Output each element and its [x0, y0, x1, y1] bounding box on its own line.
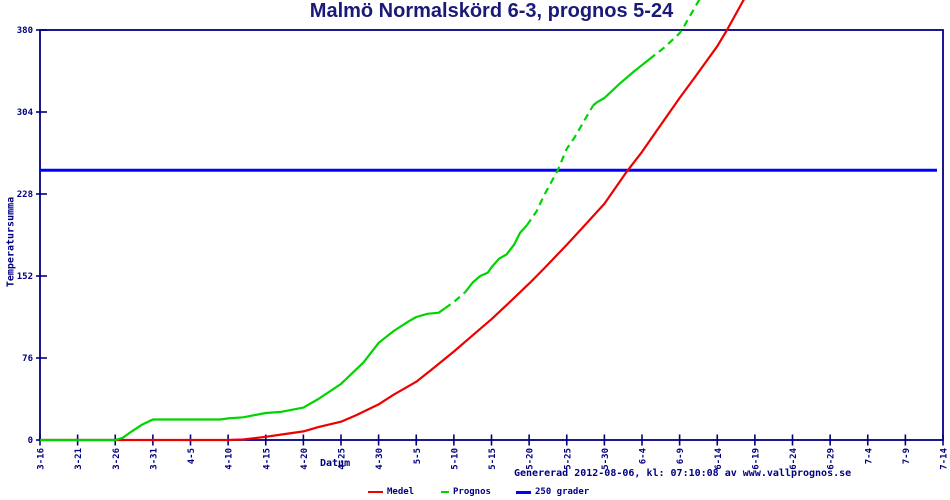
x-tick-label: 3-31	[149, 448, 159, 470]
x-tick-label: 4-15	[262, 448, 272, 470]
y-tick-label: 304	[17, 108, 34, 118]
x-tick-label: 5-15	[488, 448, 498, 470]
x-tick-label: 3-21	[74, 448, 84, 470]
x-tick-label: 5-30	[601, 448, 611, 470]
x-tick-label: 6-9	[676, 448, 686, 464]
y-tick-label: 228	[17, 190, 33, 200]
series-segment	[444, 291, 466, 310]
series-segment	[40, 0, 745, 442]
x-tick-label: 5-20	[526, 448, 536, 470]
x-tick-label: 6-29	[827, 448, 837, 470]
y-tick-label: 76	[22, 354, 33, 364]
legend-label-medel: Medel	[387, 487, 415, 497]
series-segment	[40, 307, 446, 442]
x-tick-label: 6-4	[639, 447, 649, 464]
y-tick-label: 0	[28, 436, 33, 446]
x-tick-label: 7-14	[940, 447, 950, 469]
y-tick-label: 380	[17, 26, 33, 36]
legend-label-prognos: Prognos	[453, 487, 491, 497]
series-segment	[464, 224, 528, 293]
x-axis-title: Datum	[320, 458, 351, 469]
x-tick-label: 4-20	[300, 448, 310, 470]
generated-timestamp: Genererad 2012-08-06, kl: 07:10:08 av ww…	[514, 468, 852, 479]
x-tick-label: 6-14	[714, 447, 724, 469]
x-tick-label: 5-5	[413, 448, 423, 464]
x-tick-label: 3-16	[37, 448, 47, 470]
x-tick-label: 6-19	[751, 448, 761, 470]
y-tick-label: 152	[17, 272, 33, 282]
x-tick-label: 3-26	[112, 448, 122, 470]
page-title: Malmö Normalskörd 6-3, prognos 5-24	[309, 0, 674, 22]
series-medel	[40, 0, 745, 442]
x-tick-label: 4-25	[338, 448, 348, 470]
series-segment	[592, 58, 651, 107]
x-tick-label: 4-30	[375, 448, 385, 470]
y-axis-ticks: 0 76 152 228 304 380	[17, 26, 47, 446]
series-segment	[525, 104, 595, 226]
x-tick-label: 5-25	[563, 448, 573, 470]
x-tick-label: 7-4	[864, 447, 874, 464]
legend-item-250-grader: 250 grader	[516, 487, 589, 497]
x-tick-label: 4-5	[187, 448, 197, 464]
x-tick-label: 6-24	[789, 447, 799, 469]
prognos-line-swatch	[441, 491, 449, 493]
medel-line-swatch	[368, 491, 383, 493]
series-prognos	[40, 0, 701, 442]
series-segment	[648, 0, 701, 60]
legend-item-prognos: Prognos	[441, 487, 491, 497]
legend-item-medel: Medel	[368, 487, 414, 497]
x-tick-label: 7-9	[902, 448, 912, 464]
plot-frame	[39, 29, 944, 441]
threshold-line-swatch	[516, 490, 531, 494]
x-tick-label: 4-10	[225, 448, 235, 470]
x-tick-label: 5-10	[450, 448, 460, 470]
x-axis-ticks: 3-16 3-21 3-26 3-31 4-5 4-10 4-15 4-20 4-25 4-30 5…	[37, 434, 950, 470]
legend-label-250-grader: 250 grader	[535, 487, 590, 497]
